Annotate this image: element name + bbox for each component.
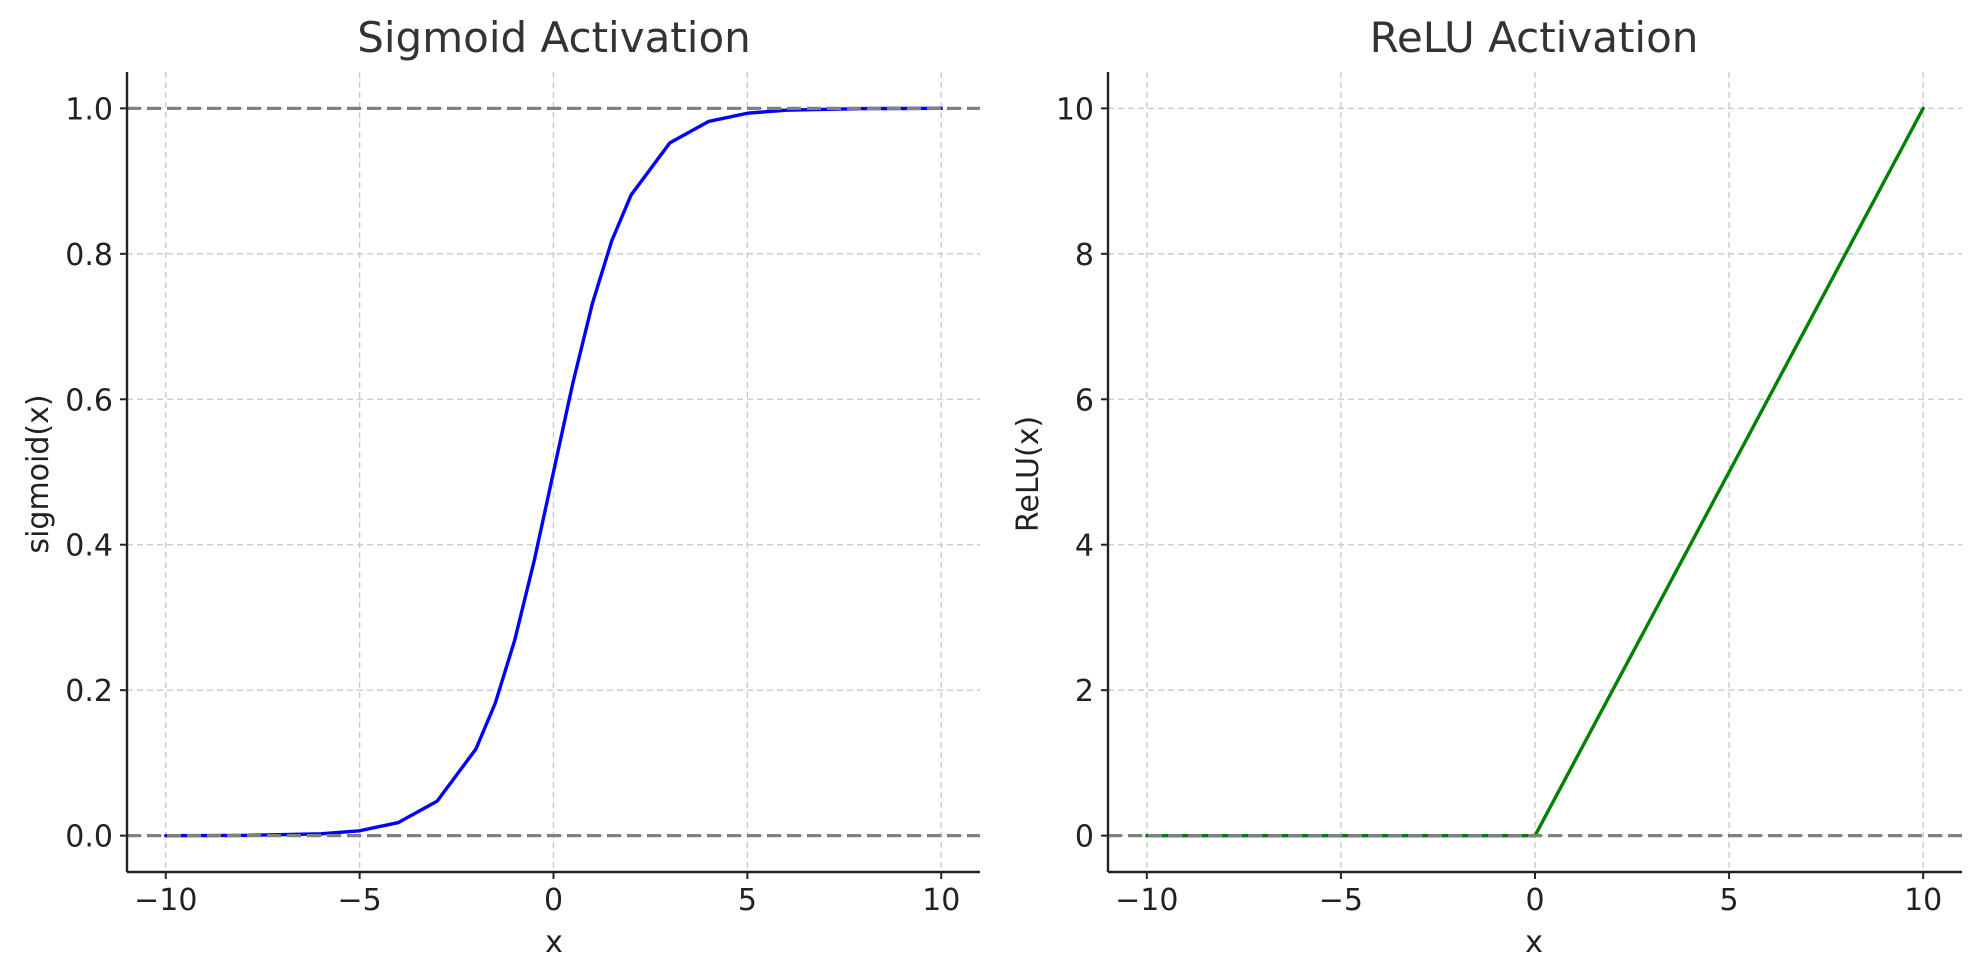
relu-x-tick-label: 5	[1720, 883, 1739, 918]
relu-y-tick-label: 4	[1075, 529, 1094, 564]
sigmoid-y-tick-label: 1.0	[65, 92, 113, 127]
sigmoid-series-line-0	[164, 106, 943, 838]
relu-y-tick-label: 2	[1075, 674, 1094, 709]
sigmoid-x-tick-label: −5	[338, 883, 382, 918]
relu-y-tick-label: 10	[1056, 92, 1094, 127]
relu-x-tick-label: −10	[1115, 883, 1178, 918]
relu-y-tick-label: 6	[1075, 383, 1094, 418]
sigmoid-y-axis-label: sigmoid(x)	[21, 394, 56, 553]
relu-x-tick-label: 10	[1904, 883, 1942, 918]
relu-y-tick-label: 8	[1075, 238, 1094, 273]
relu-grid	[1108, 72, 1962, 872]
sigmoid-x-tick-label: 5	[738, 883, 757, 918]
sigmoid-chart-panel: Sigmoid Activation x sigmoid(x) −10 −5 0 5 1…	[21, 13, 980, 960]
sigmoid-x-tick-label: −10	[134, 883, 197, 918]
sigmoid-y-tick-label: 0.4	[65, 529, 113, 564]
sigmoid-y-tick-label: 0.0	[65, 820, 113, 855]
sigmoid-x-axis-label: x	[545, 925, 563, 960]
relu-y-axis-label: ReLU(x)	[1011, 416, 1046, 532]
relu-x-axis-label: x	[1525, 925, 1543, 960]
sigmoid-grid	[127, 72, 980, 872]
sigmoid-x-tick-label: 10	[922, 883, 960, 918]
sigmoid-chart-title: Sigmoid Activation	[357, 13, 751, 62]
relu-chart-panel: ReLU Activation x ReLU(x) −10 −5 0 5 10 0 2 4 6 8…	[1011, 13, 1962, 960]
sigmoid-y-tick-label: 0.2	[65, 674, 113, 709]
relu-chart-title: ReLU Activation	[1370, 13, 1699, 62]
relu-y-tick-label: 0	[1075, 820, 1094, 855]
sigmoid-x-tick-label: 0	[544, 883, 563, 918]
sigmoid-y-tick-label: 0.8	[65, 238, 113, 273]
relu-x-tick-label: −5	[1319, 883, 1363, 918]
relu-x-tick-label: 0	[1525, 883, 1544, 918]
sigmoid-y-tick-label: 0.6	[65, 383, 113, 418]
